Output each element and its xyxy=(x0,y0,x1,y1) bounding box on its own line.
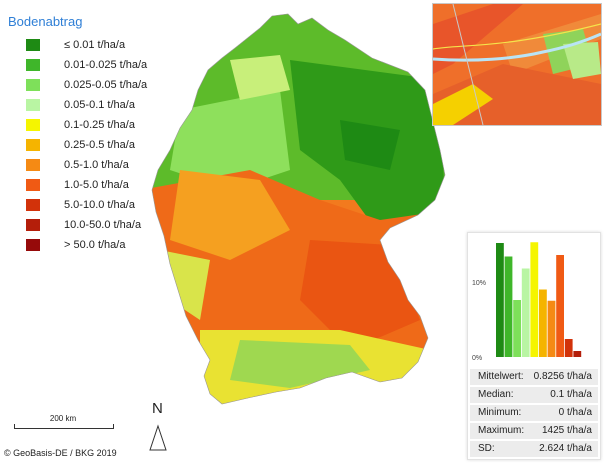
stat-value: 2.624 t/ha/a xyxy=(539,443,592,454)
stat-label: Mittelwert: xyxy=(478,371,524,382)
stat-label: Median: xyxy=(478,389,514,400)
histogram-bar xyxy=(547,300,556,357)
legend-item: 0.25-0.5 t/ha/a xyxy=(26,138,176,152)
scale-bar: 200 km xyxy=(14,414,138,430)
legend-swatch xyxy=(26,239,40,251)
histogram-bar xyxy=(530,242,539,357)
germany-erosion-map[interactable] xyxy=(140,0,450,420)
stat-value: 0.1 t/ha/a xyxy=(550,389,592,400)
north-arrow: N xyxy=(146,400,170,456)
legend-label: ≤ 0.01 t/ha/a xyxy=(64,39,126,51)
legend-label: 5.0-10.0 t/ha/a xyxy=(64,199,135,211)
histogram-chart: 10% 0% xyxy=(472,242,582,362)
legend-item: > 50.0 t/ha/a xyxy=(26,238,176,252)
stat-label: SD: xyxy=(478,443,495,454)
legend-item: 0.01-0.025 t/ha/a xyxy=(26,58,176,72)
legend-label: 10.0-50.0 t/ha/a xyxy=(64,219,142,231)
histogram-bar xyxy=(504,256,513,357)
histogram-bar xyxy=(564,339,573,357)
stat-label: Maximum: xyxy=(478,425,525,436)
legend-item: 1.0-5.0 t/ha/a xyxy=(26,178,176,192)
histogram-bar xyxy=(513,300,521,357)
stat-row: SD: 2.624 t/ha/a xyxy=(470,441,598,457)
legend-swatch xyxy=(26,119,40,131)
legend-item: 0.1-0.25 t/ha/a xyxy=(26,118,176,132)
legend-label: 0.05-0.1 t/ha/a xyxy=(64,99,135,111)
stat-row: Median: 0.1 t/ha/a xyxy=(470,387,598,403)
stat-row: Mittelwert: 0.8256 t/ha/a xyxy=(470,369,598,385)
legend-item: 0.5-1.0 t/ha/a xyxy=(26,158,176,172)
stat-value: 0.8256 t/ha/a xyxy=(533,371,592,382)
north-label: N xyxy=(152,400,163,417)
legend-swatch xyxy=(26,99,40,111)
histogram-bar xyxy=(539,289,547,357)
histogram-bar xyxy=(496,243,504,357)
legend-item: 0.025-0.05 t/ha/a xyxy=(26,78,176,92)
histogram-bar xyxy=(556,255,564,357)
legend-swatch xyxy=(26,179,40,191)
scale-bar-line xyxy=(14,424,114,429)
histogram-tick-label: 0% xyxy=(472,355,482,362)
legend-label: 0.01-0.025 t/ha/a xyxy=(64,59,148,71)
legend-swatch xyxy=(26,59,40,71)
legend-swatch xyxy=(26,159,40,171)
histogram-bar xyxy=(573,351,582,357)
detail-inset-map[interactable] xyxy=(432,3,602,126)
legend-label: 1.0-5.0 t/ha/a xyxy=(64,179,129,191)
legend-swatch xyxy=(26,39,40,51)
legend-swatch xyxy=(26,79,40,91)
legend-label: 0.025-0.05 t/ha/a xyxy=(64,79,148,91)
legend-item: 10.0-50.0 t/ha/a xyxy=(26,218,176,232)
legend-item: 0.05-0.1 t/ha/a xyxy=(26,98,176,112)
scale-bar-label: 200 km xyxy=(49,414,77,423)
legend-swatch xyxy=(26,199,40,211)
legend-label: > 50.0 t/ha/a xyxy=(64,239,126,251)
legend-item: ≤ 0.01 t/ha/a xyxy=(26,38,176,52)
histogram-tick-label: 10% xyxy=(472,280,486,287)
legend-swatch xyxy=(26,219,40,231)
copyright: © GeoBasis-DE / BKG 2019 xyxy=(4,448,117,458)
stat-label: Minimum: xyxy=(478,407,522,418)
histogram-bar xyxy=(521,268,530,357)
legend-swatch xyxy=(26,139,40,151)
legend-label: 0.25-0.5 t/ha/a xyxy=(64,139,135,151)
statistics-table: Mittelwert: 0.8256 t/ha/a Median: 0.1 t/ha/… xyxy=(470,369,598,459)
statistics-panel: 10% 0% Mittelwert: 0.8256 t/ha/a Median: 0.1… xyxy=(467,232,601,460)
legend-label: 0.5-1.0 t/ha/a xyxy=(64,159,129,171)
stat-row: Maximum: 1425 t/ha/a xyxy=(470,423,598,439)
stat-value: 1425 t/ha/a xyxy=(541,425,592,436)
stat-row: Minimum: 0 t/ha/a xyxy=(470,405,598,421)
stat-value: 0 t/ha/a xyxy=(558,407,592,418)
legend-title: Bodenabtrag xyxy=(8,14,83,29)
legend-item: 5.0-10.0 t/ha/a xyxy=(26,198,176,212)
legend-label: 0.1-0.25 t/ha/a xyxy=(64,119,135,131)
